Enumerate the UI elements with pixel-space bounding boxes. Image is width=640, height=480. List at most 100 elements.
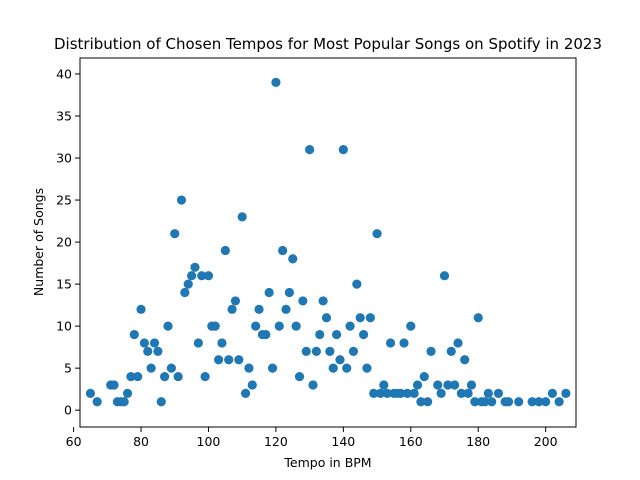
x-tick-label: 120 (264, 434, 288, 449)
data-point (325, 346, 335, 356)
data-point (254, 304, 264, 314)
data-point (402, 388, 413, 398)
data-point (446, 346, 456, 356)
data-point (423, 397, 433, 407)
data-point (534, 397, 544, 407)
data-point (365, 313, 375, 323)
data-point (399, 338, 409, 348)
data-point (133, 371, 143, 382)
data-point (210, 321, 220, 331)
data-point (375, 388, 386, 398)
data-point (385, 338, 396, 348)
x-tick-label: 80 (133, 434, 149, 449)
data-point (122, 388, 133, 398)
data-point (274, 321, 284, 331)
data-point (230, 296, 241, 306)
data-point (119, 397, 129, 407)
data-point (284, 287, 294, 298)
data-point (294, 371, 305, 382)
data-point (176, 195, 187, 205)
data-point (466, 380, 477, 390)
x-tick-label: 180 (466, 434, 490, 449)
data-point (311, 346, 321, 356)
data-point (382, 388, 392, 398)
data-point (487, 397, 497, 407)
data-point (234, 355, 244, 365)
data-point (315, 329, 325, 340)
data-point (301, 346, 311, 356)
data-point (200, 371, 210, 382)
data-point (203, 271, 214, 281)
data-point (264, 287, 274, 298)
x-tick-label: 200 (534, 434, 558, 449)
data-point (554, 397, 564, 407)
data-point (197, 271, 207, 281)
data-point (460, 355, 470, 365)
y-tick-label: 25 (56, 193, 72, 208)
x-tick-label: 100 (197, 434, 221, 449)
data-point (514, 397, 524, 407)
data-point (281, 304, 291, 314)
data-point (561, 388, 571, 398)
points-layer (85, 77, 571, 407)
data-point (362, 363, 372, 373)
x-tick-label: 160 (399, 434, 423, 449)
data-point (244, 363, 254, 373)
data-point (503, 397, 514, 407)
x-axis-ticks: 60 80 100 120 140 160 180 200 (66, 427, 558, 449)
data-point (335, 355, 345, 365)
data-point (288, 254, 298, 264)
data-point (146, 363, 156, 373)
data-point (298, 296, 308, 306)
data-point (109, 380, 119, 390)
data-point (321, 313, 332, 323)
data-point (328, 363, 338, 373)
data-point (348, 346, 359, 356)
data-point (436, 388, 446, 398)
data-point (213, 355, 224, 365)
data-point (379, 380, 389, 390)
data-point (271, 77, 281, 87)
data-point (412, 380, 423, 390)
y-axis-ticks: 0 5 10 15 20 25 30 35 40 (56, 66, 80, 418)
data-point (163, 321, 173, 331)
y-tick-label: 30 (56, 151, 72, 166)
data-point (305, 145, 315, 155)
data-point (342, 363, 352, 373)
data-point (473, 313, 483, 323)
data-point (483, 388, 493, 398)
data-point (278, 245, 288, 256)
y-tick-label: 40 (56, 66, 72, 81)
data-point (433, 380, 443, 390)
data-point (308, 380, 318, 390)
data-point (409, 388, 419, 398)
y-tick-label: 0 (64, 403, 72, 418)
data-point (136, 304, 146, 314)
data-point (426, 346, 436, 356)
data-point (170, 229, 180, 239)
chart-title: Distribution of Chosen Tempos for Most P… (54, 35, 602, 53)
data-point (443, 380, 453, 390)
data-point (156, 397, 166, 407)
data-point (547, 388, 558, 398)
data-point (338, 145, 348, 155)
data-point (456, 388, 466, 398)
data-point (463, 388, 473, 398)
y-tick-label: 15 (56, 277, 72, 292)
data-point (332, 329, 342, 340)
data-point (318, 296, 328, 306)
data-point (372, 229, 382, 239)
data-point (153, 346, 163, 356)
data-point (190, 262, 200, 272)
data-point (126, 371, 136, 382)
data-point (180, 287, 190, 298)
data-point (227, 304, 237, 314)
data-point (358, 329, 369, 340)
data-point (139, 338, 149, 348)
data-point (352, 279, 362, 289)
data-point (247, 380, 257, 390)
data-point (237, 212, 247, 222)
data-point (173, 371, 183, 382)
y-tick-label: 10 (56, 319, 72, 334)
